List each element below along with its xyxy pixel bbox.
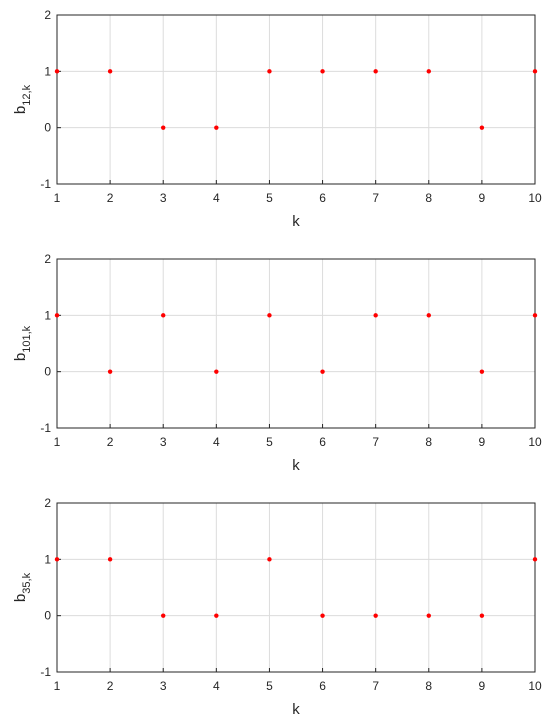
y-axis-label: b35,k (12, 572, 33, 602)
point (161, 125, 166, 130)
x-tick-label: 4 (213, 191, 220, 205)
point (373, 313, 378, 318)
point (267, 69, 272, 74)
point (532, 69, 538, 74)
y-tick-label: 0 (44, 609, 51, 623)
x-tick-label: 4 (213, 679, 220, 693)
y-tick-label: -1 (40, 421, 51, 435)
y-tick-label: 2 (44, 252, 51, 266)
y-tick-label: 0 (44, 121, 51, 135)
point (320, 369, 325, 374)
point (373, 613, 378, 618)
y-label-base: b (12, 106, 29, 114)
x-tick-label: 5 (266, 435, 273, 449)
x-axis-label: k (292, 213, 300, 230)
plot-area (57, 259, 535, 428)
y-label-base: b (12, 594, 29, 602)
y-label-sub: 12,k (21, 84, 33, 105)
x-tick-label: 10 (528, 435, 542, 449)
y-tick-label: 1 (44, 552, 51, 566)
point (479, 613, 485, 618)
x-tick-label: 2 (107, 435, 114, 449)
y-tick-label: 2 (44, 496, 51, 510)
x-tick-label: 2 (107, 191, 114, 205)
point (373, 69, 378, 74)
x-tick-label: 1 (54, 435, 61, 449)
axes-frame (56, 258, 536, 429)
plot-area (57, 503, 535, 672)
x-tick-label: 10 (528, 191, 542, 205)
point (54, 69, 60, 74)
x-tick-label: 8 (425, 435, 432, 449)
x-tick-label: 5 (266, 191, 273, 205)
x-tick-label: 6 (319, 435, 326, 449)
point (267, 313, 272, 318)
x-axis-label: k (292, 457, 300, 474)
x-tick-label: 3 (160, 679, 167, 693)
y-tick-label: 1 (44, 64, 51, 78)
x-tick-label: 1 (54, 679, 61, 693)
y-tick-label: -1 (40, 665, 51, 679)
x-tick-label: 8 (425, 191, 432, 205)
point (320, 613, 325, 618)
axes-frame (56, 502, 536, 673)
chart-panel: 1 2 3 4 5 6 7 8 9 10 -1 0 1 2 k b35,k (12, 496, 542, 718)
x-tick-label: 9 (479, 191, 486, 205)
y-label-sub: 35,k (21, 572, 33, 593)
chart-panel: 1 2 3 4 5 6 7 8 9 10 -1 0 1 2 k b12,k (12, 8, 542, 230)
plot-area (57, 15, 535, 184)
point (161, 613, 166, 618)
y-tick-label: 0 (44, 365, 51, 379)
point (479, 369, 485, 374)
x-tick-label: 9 (479, 679, 486, 693)
x-tick-label: 3 (160, 435, 167, 449)
y-tick-label: -1 (40, 177, 51, 191)
point (107, 369, 113, 374)
point (267, 557, 272, 562)
point (54, 557, 60, 562)
x-tick-label: 9 (479, 435, 486, 449)
point (54, 313, 60, 318)
x-tick-label: 6 (319, 679, 326, 693)
point (426, 69, 431, 74)
point (214, 369, 219, 374)
x-tick-label: 2 (107, 679, 114, 693)
point (532, 313, 538, 318)
y-label-sub: 101,k (21, 325, 33, 352)
point (479, 125, 485, 130)
point (532, 557, 538, 562)
x-tick-label: 7 (372, 191, 379, 205)
point (214, 125, 219, 130)
y-tick-label: 2 (44, 8, 51, 22)
x-tick-label: 8 (425, 679, 432, 693)
x-tick-label: 5 (266, 679, 273, 693)
y-axis-label: b12,k (12, 84, 33, 114)
x-tick-label: 7 (372, 435, 379, 449)
x-tick-label: 4 (213, 435, 220, 449)
y-tick-label: 1 (44, 308, 51, 322)
x-tick-label: 10 (528, 679, 542, 693)
x-tick-label: 7 (372, 679, 379, 693)
point (214, 613, 219, 618)
point (426, 313, 431, 318)
x-tick-label: 6 (319, 191, 326, 205)
axes-frame (56, 14, 536, 185)
point (107, 557, 113, 562)
point (320, 69, 325, 74)
point (161, 313, 166, 318)
y-label-base: b (12, 353, 29, 361)
point (107, 69, 113, 74)
y-axis-label: b101,k (12, 325, 33, 361)
x-tick-label: 3 (160, 191, 167, 205)
x-axis-label: k (292, 701, 300, 718)
x-tick-label: 1 (54, 191, 61, 205)
chart-panel: 1 2 3 4 5 6 7 8 9 10 -1 0 1 2 k b101,k (12, 252, 542, 474)
point (426, 613, 431, 618)
